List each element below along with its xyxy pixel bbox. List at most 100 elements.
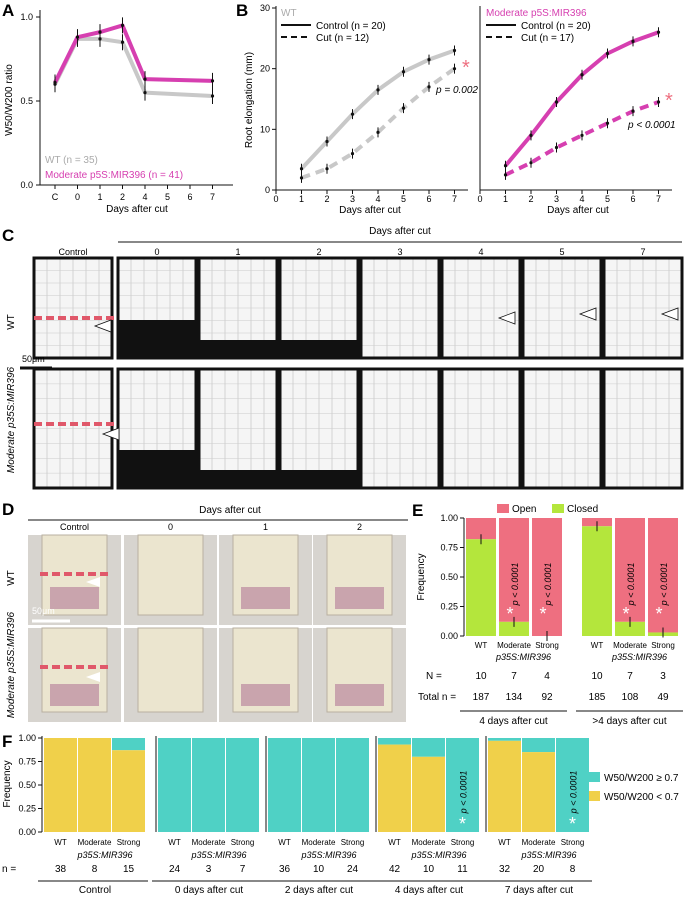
e-legend-closed: Closed: [567, 504, 598, 515]
b-point: [656, 30, 661, 34]
e-pvalue: p < 0.0001: [543, 563, 553, 607]
c-damage-zone: [280, 340, 358, 358]
d-row-wt: WT: [6, 570, 17, 586]
b-left-pvalue: p = 0.002: [435, 85, 478, 96]
f-ytick-label: 0.75: [18, 757, 36, 767]
a-xlabel: Days after cut: [106, 204, 168, 215]
d-stain: [50, 684, 99, 706]
a-ytick-label: 0.5: [20, 96, 33, 106]
a-xtick-label: C: [52, 192, 59, 202]
f-bar-high: [556, 738, 589, 832]
e-ylabel: Frequency: [416, 553, 427, 600]
f-group-label: 4 days after cut: [395, 885, 464, 896]
f-legend-low-swatch: [587, 791, 600, 801]
e-bar-open: [499, 518, 529, 622]
e-N-value: 10: [475, 671, 487, 682]
a-legend-wt: WT (n = 35): [45, 155, 98, 166]
d-micrograph: [313, 534, 406, 625]
b-point: [580, 133, 584, 137]
e-total-value: 134: [506, 692, 523, 703]
f-ylabel: Frequency: [2, 760, 13, 807]
c-root-outline: [32, 256, 114, 360]
a-point: [120, 23, 125, 27]
b-xtick-label: 1: [299, 194, 304, 204]
b-left-title: WT: [281, 8, 297, 19]
c-micrograph: [197, 367, 279, 490]
f-bar-high: [302, 738, 335, 832]
f-n-value: 42: [389, 864, 401, 875]
f-genotype-label: Moderate: [192, 838, 226, 847]
e-total-value: 92: [541, 692, 553, 703]
c-micrograph: [116, 256, 198, 360]
b-point: [427, 57, 431, 62]
b-xtick-label: 0: [273, 194, 278, 204]
f-n-value: 8: [92, 864, 98, 875]
a-point: [143, 77, 147, 81]
f-construct: p35S:MIR396: [190, 850, 246, 860]
f-bar-high: [522, 738, 555, 753]
f-n-value: 7: [240, 864, 246, 875]
a-point: [75, 35, 80, 39]
c-col-label: 4: [478, 247, 483, 257]
f-construct: p35S:MIR396: [76, 850, 132, 860]
e-genotype-label: Moderate: [497, 641, 531, 650]
b-xtick-label: 5: [605, 194, 610, 204]
b-point: [554, 145, 559, 150]
e-N-value: 7: [511, 671, 517, 682]
e-genotype-label: Strong: [535, 641, 559, 650]
e-ytick-label: 0.00: [440, 631, 458, 641]
c-col-label: 3: [397, 247, 402, 257]
f-genotype-label: WT: [278, 838, 291, 847]
f-n-label: n =: [2, 864, 16, 875]
d-col-label: 1: [263, 522, 268, 532]
e-legend-open-swatch: [497, 504, 509, 513]
panel-label-A: A: [2, 1, 14, 20]
e-asterisk: *: [622, 604, 629, 624]
c-micrograph: [278, 256, 360, 360]
f-n-value: 20: [533, 864, 545, 875]
f-n-value: 15: [123, 864, 135, 875]
c-damage-zone: [118, 450, 196, 488]
c-col-label: 7: [640, 247, 645, 257]
e-pvalue: p < 0.0001: [510, 563, 520, 607]
b-xtick-label: 0: [477, 194, 482, 204]
b-point: [605, 51, 610, 56]
f-genotype-label: Moderate: [412, 838, 446, 847]
e-ytick-label: 0.50: [440, 572, 458, 582]
f-n-value: 8: [570, 864, 576, 875]
f-bar-low: [44, 738, 77, 832]
b-ytick-label: 10: [260, 124, 270, 134]
b-right-pvalue: p < 0.0001: [627, 120, 676, 131]
f-genotype-label: Moderate: [522, 838, 556, 847]
a-point: [120, 40, 125, 44]
e-bar-closed: [582, 526, 612, 636]
e-bar-open: [466, 518, 496, 540]
e-total-value: 49: [657, 692, 669, 703]
f-n-value: 24: [169, 864, 181, 875]
e-construct: p35S:MIR396: [611, 652, 667, 662]
b-point: [401, 106, 406, 110]
c-col-label: 5: [559, 247, 564, 257]
a-point: [53, 80, 57, 85]
e-ytick-label: 1.00: [440, 513, 458, 523]
b-point: [376, 88, 380, 92]
c-root-outline: [440, 256, 522, 360]
b-ytick-label: 0: [265, 185, 270, 195]
panel-label-B: B: [236, 1, 248, 20]
e-total-label: Total n =: [418, 692, 456, 703]
f-bar-high: [192, 738, 225, 832]
f-genotype-label: WT: [54, 838, 67, 847]
c-micrograph: [197, 256, 279, 360]
c-micrograph: [521, 256, 603, 360]
e-ytick-label: 0.25: [440, 602, 458, 612]
c-arrowhead: [578, 307, 597, 321]
e-genotype-label: WT: [475, 641, 488, 650]
a-xtick-label: 6: [187, 192, 192, 202]
f-n-value: 32: [499, 864, 511, 875]
b-point: [503, 164, 508, 168]
b-point: [605, 121, 610, 125]
e-asterisk: *: [539, 604, 546, 624]
a-xtick-label: 4: [142, 192, 147, 202]
e-genotype-label: WT: [591, 641, 604, 650]
c-micrograph: [32, 367, 114, 490]
